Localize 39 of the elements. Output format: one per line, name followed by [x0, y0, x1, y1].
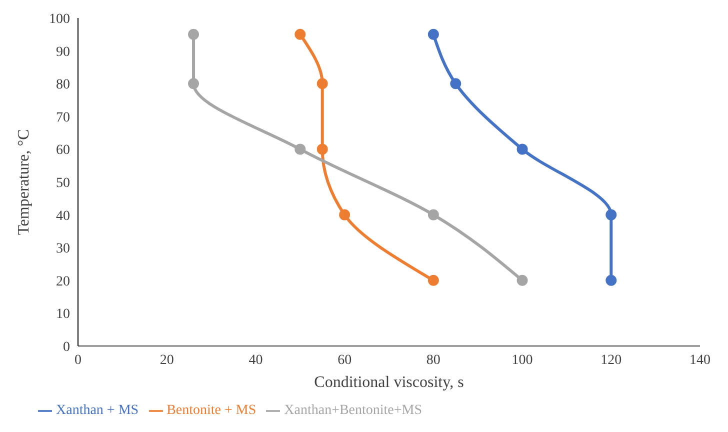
point [188, 78, 200, 90]
point [516, 144, 528, 155]
point [428, 28, 439, 40]
point [294, 144, 306, 155]
x-tick-label: 40 [248, 352, 263, 368]
x-axis-title: Conditional viscosity, s [314, 374, 464, 391]
point [294, 28, 306, 40]
legend-label: Xanthan + MS [56, 403, 139, 418]
point [516, 274, 528, 286]
y-tick-label: 60 [56, 143, 70, 158]
x-tick-label: 100 [512, 352, 533, 368]
y-axis-title: Temperature, °C [16, 129, 33, 235]
point [316, 144, 328, 155]
y-tick-label: 0 [63, 340, 70, 355]
point [316, 78, 328, 90]
point [450, 78, 462, 90]
legend-label: Bentonite + MS [166, 403, 256, 418]
x-tick-label: 140 [690, 352, 710, 368]
point [428, 209, 439, 220]
y-tick-label: 50 [56, 176, 70, 191]
x-tick-label: 80 [426, 352, 440, 368]
x-tick-label: 0 [74, 352, 82, 368]
point [339, 209, 350, 220]
y-tick-label: 40 [56, 208, 70, 224]
y-tick-label: 10 [56, 307, 70, 322]
y-tick-label: 80 [56, 78, 70, 93]
x-tick-label: 60 [338, 352, 352, 368]
y-tick-label: 90 [56, 44, 70, 60]
y-tick-label: 100 [49, 12, 70, 27]
point [606, 274, 617, 286]
legend-label: Xanthan+Bentonite+MS [284, 403, 422, 418]
point [428, 274, 439, 286]
y-tick-label: 30 [56, 242, 70, 257]
y-tick-label: 20 [56, 274, 70, 290]
point [188, 28, 200, 40]
x-tick-label: 120 [600, 352, 622, 368]
x-tick-label: 20 [160, 352, 174, 368]
y-tick-label: 70 [56, 110, 70, 126]
point [606, 209, 617, 220]
